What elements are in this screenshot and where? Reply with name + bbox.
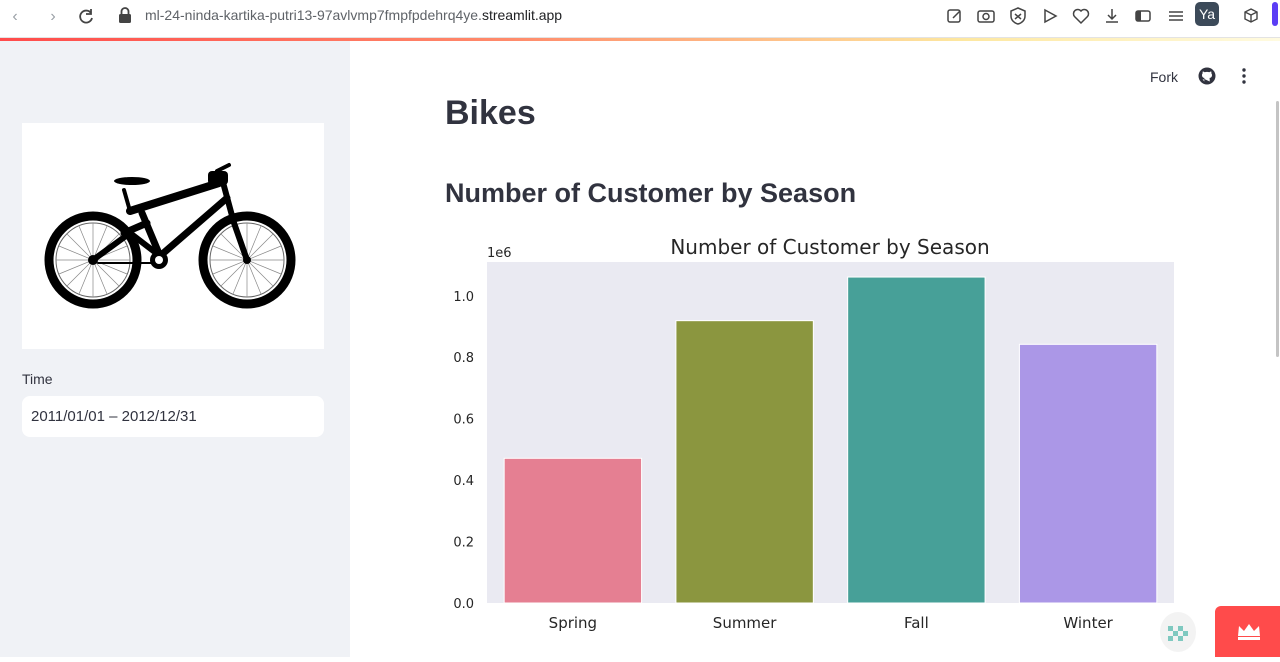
bar-summer xyxy=(675,320,814,604)
chart-y-ticks: 0.0 0.2 0.4 0.6 0.8 1.0 xyxy=(453,290,474,612)
more-options-icon[interactable] xyxy=(1236,67,1252,85)
sidebar-toggle-icon[interactable] xyxy=(1133,6,1153,26)
streamlit-crown-button[interactable] xyxy=(1215,606,1280,657)
url-host: streamlit.app xyxy=(481,7,563,23)
season-bar-chart: Number of Customer by Season 1e6 0.00.20… xyxy=(453,235,1174,632)
forward-icon[interactable]: › xyxy=(50,8,56,25)
url-path: ml-24-ninda-kartika-putri13-97avlvmp7fmp… xyxy=(145,7,482,23)
fork-button[interactable]: Fork xyxy=(1150,69,1178,85)
scrollbar-thumb[interactable] xyxy=(1276,101,1279,357)
address-bar[interactable]: ml-24-ninda-kartika-putri13-97avlvmp7fmp… xyxy=(145,7,562,23)
time-label: Time xyxy=(22,371,53,387)
y-tick-label: 0.8 xyxy=(453,351,474,366)
chart-scale-label: 1e6 xyxy=(487,246,512,261)
y-tick-label: 1.0 xyxy=(453,290,474,305)
main-content: Fork Bikes Number of Customer by Season … xyxy=(350,41,1280,657)
x-tick-label: Summer xyxy=(713,614,777,632)
streamlit-status-icon[interactable] xyxy=(1160,612,1196,652)
y-tick-label: 0.4 xyxy=(453,474,474,489)
chart-title: Number of Customer by Season xyxy=(670,235,989,259)
download-icon[interactable] xyxy=(1102,6,1122,26)
x-tick-label: Spring xyxy=(549,614,597,632)
profile-accent xyxy=(1272,2,1278,26)
github-icon[interactable] xyxy=(1198,67,1216,85)
chart-x-ticks: Spring Summer Fall Winter xyxy=(549,614,1114,632)
date-range-input[interactable]: 2011/01/01 – 2012/12/31 xyxy=(22,396,324,437)
bicycle-image xyxy=(22,123,324,349)
camera-icon[interactable] xyxy=(976,6,996,26)
play-icon[interactable] xyxy=(1040,6,1060,26)
bar-fall xyxy=(847,276,986,604)
section-title: Number of Customer by Season xyxy=(445,178,857,208)
edit-icon[interactable] xyxy=(945,6,965,26)
x-tick-label: Winter xyxy=(1063,614,1113,632)
loading-gradient-bar xyxy=(0,38,1280,41)
page-title: Bikes xyxy=(445,94,536,132)
bar-winter xyxy=(1018,343,1158,604)
chart-bars xyxy=(503,276,1158,604)
bar-spring xyxy=(503,457,643,604)
back-icon[interactable]: ‹ xyxy=(12,8,18,25)
extension-cube-icon[interactable] xyxy=(1241,6,1261,26)
y-tick-label: 0.6 xyxy=(453,413,474,428)
settings-sliders-icon[interactable] xyxy=(1166,6,1186,26)
x-tick-label: Fall xyxy=(904,614,929,632)
y-tick-label: 0.2 xyxy=(453,536,474,551)
lock-icon[interactable] xyxy=(117,6,133,24)
profile-avatar[interactable]: Ya xyxy=(1195,2,1219,26)
y-tick-label: 0.0 xyxy=(453,597,474,612)
reload-icon[interactable] xyxy=(75,6,97,28)
sidebar: Time 2011/01/01 – 2012/12/31 xyxy=(0,41,350,657)
browser-toolbar: ‹ › ml-24-ninda-kartika-putri13-97avlvmp… xyxy=(0,0,1280,38)
heart-icon[interactable] xyxy=(1071,6,1091,26)
shield-icon[interactable] xyxy=(1008,6,1028,26)
